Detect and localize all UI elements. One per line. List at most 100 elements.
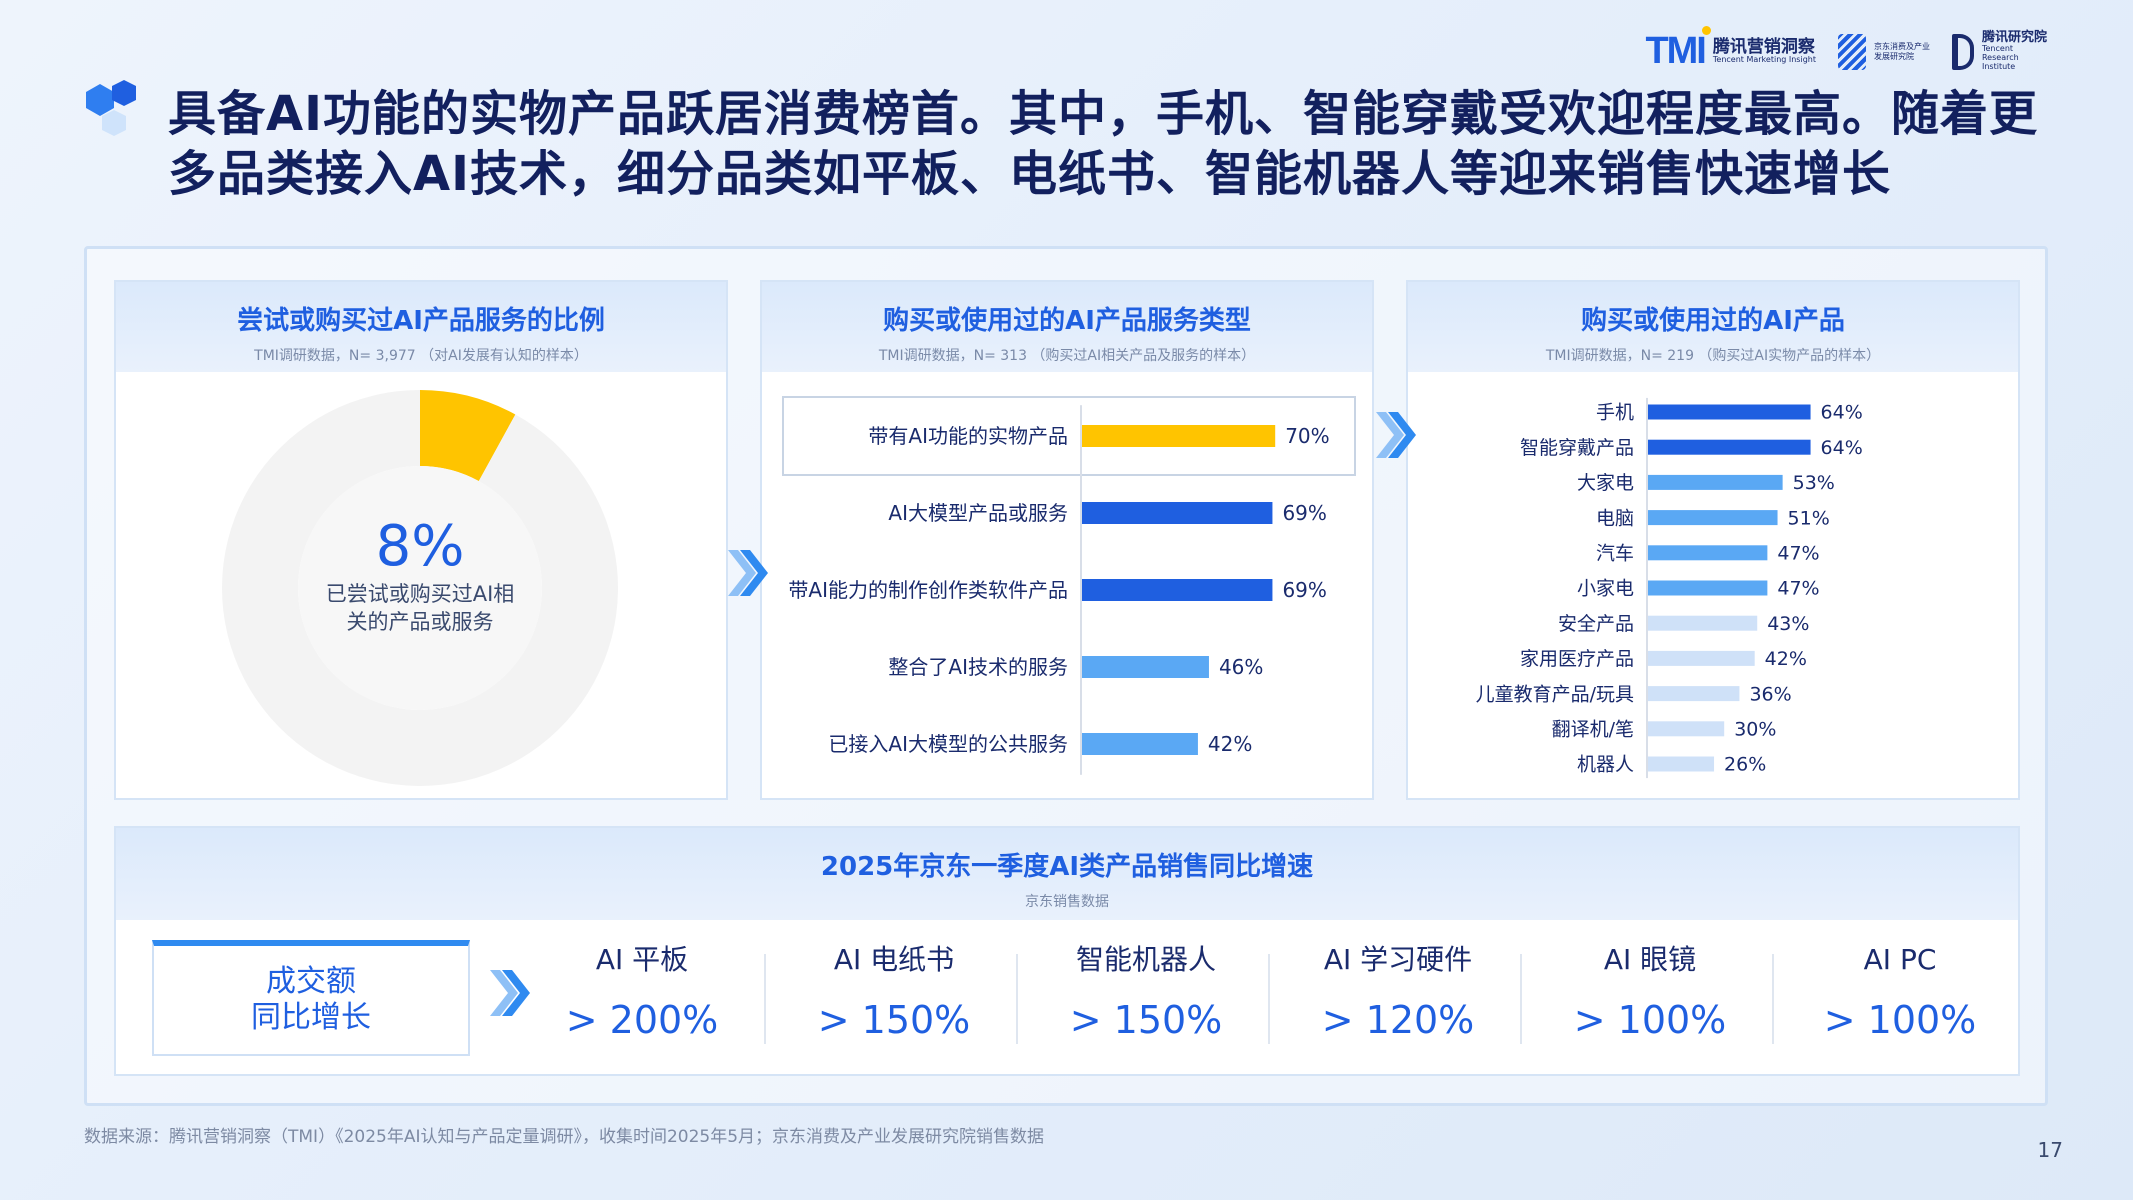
bar [1648,475,1783,490]
bar-value-label: 53% [1793,472,1835,494]
tmi-logo: TMI 腾讯营销洞察 Tencent Marketing Insight [1645,30,1816,73]
growth-item-name: 智能机器人 [1022,940,1270,980]
bar-value-label: 70% [1285,424,1329,448]
growth-item: AI 平板 > 200% [518,940,766,1042]
growth-item-name: AI 眼镜 [1526,940,1774,980]
bar [1648,616,1757,631]
bar-value-label: 64% [1821,402,1863,424]
tencent-research-logo: 腾讯研究院 Tencent Research Institute [1952,31,2047,72]
bar-category-label: 儿童教育产品/玩具 [1476,683,1634,705]
donut-value: 8% [300,515,540,579]
growth-item: AI 电纸书 > 150% [770,940,1018,1042]
chevron-right-icon [1372,408,1418,462]
bar-value-label: 51% [1788,507,1830,529]
bar [1648,510,1778,525]
bar-value-label: 46% [1219,655,1263,679]
bar-category-label: 手机 [1596,402,1634,424]
bar-value-label: 26% [1724,754,1766,776]
bar [1082,733,1198,755]
page-title: 具备AI功能的实物产品跃居消费榜首。其中，手机、智能穿戴受欢迎程度最高。随着更多… [168,84,2048,204]
growth-item-name: AI 平板 [518,940,766,980]
hexagon-cluster-icon [72,78,152,150]
bar-value-label: 42% [1208,732,1252,756]
growth-divider [1520,954,1522,1044]
bar [1648,757,1714,772]
bar-value-label: 64% [1821,437,1863,459]
donut-label-line1: 已尝试或购买过AI相 [300,581,540,607]
source-footnote: 数据来源：腾讯营销洞察（TMI）《2025年AI认知与产品定量调研》，收集时间2… [84,1122,1044,1147]
growth-item-name: AI 学习硬件 [1274,940,1522,980]
tencent-research-name: 腾讯研究院 [1982,31,2047,45]
bar-category-label: 汽车 [1596,542,1634,564]
tencent-research-sub: Tencent Research Institute [1982,45,2046,71]
jd-logo-icon [1838,34,1866,70]
bar-category-label: 已接入AI大模型的公共服务 [828,732,1068,756]
bar [1082,502,1272,524]
bar [1648,405,1811,420]
panel1-title: 尝试或购买过AI产品服务的比例 [116,282,726,337]
bar-category-label: 大家电 [1577,472,1634,494]
bar-category-label: 带有AI功能的实物产品 [868,424,1068,448]
bar-axis [1080,405,1082,775]
growth-item-value: > 150% [770,998,1018,1042]
bar [1648,581,1767,596]
bar-value-label: 30% [1734,718,1776,740]
bar-value-label: 42% [1765,648,1807,670]
growth-item-name: AI 电纸书 [770,940,1018,980]
bar-category-label: 智能穿戴产品 [1520,437,1634,459]
bar-value-label: 69% [1282,501,1326,525]
growth-item-value: > 100% [1776,998,2024,1042]
chevron-right-icon [724,546,770,600]
growth-divider [1772,954,1774,1044]
metric-label-line1: 成交额 [154,964,468,1000]
bar [1648,686,1739,701]
growth-item: AI 眼镜 > 100% [1526,940,1774,1042]
page-number: 17 [2038,1138,2063,1162]
bar-category-label: AI大模型产品或服务 [888,501,1068,525]
growth-divider [1016,954,1018,1044]
bar-axis [1646,398,1648,778]
bar-category-label: 小家电 [1577,578,1634,600]
panel2-subtitle: TMI调研数据，N= 313 （购买过AI相关产品及服务的样本） [762,345,1372,365]
bar [1082,425,1275,447]
tmi-logo-name: 腾讯营销洞察 [1713,38,1816,57]
growth-item-value: > 120% [1274,998,1522,1042]
bar [1082,656,1209,678]
donut-center: 8% 已尝试或购买过AI相 关的产品或服务 [300,515,540,635]
tencent-research-logo-icon [1952,34,1974,70]
bar [1648,721,1724,736]
tmi-mark-text: TMI [1645,30,1704,72]
bar-category-label: 翻译机/笔 [1552,718,1634,740]
panel2-title: 购买或使用过的AI产品服务类型 [762,282,1372,337]
panel3-title: 购买或使用过的AI产品 [1408,282,2018,337]
bar-category-label: 安全产品 [1558,613,1634,635]
header-logos: TMI 腾讯营销洞察 Tencent Marketing Insight 京东消… [1645,30,2047,73]
bar-value-label: 47% [1777,542,1819,564]
bar-category-label: 电脑 [1596,507,1634,529]
bar [1648,545,1767,560]
jd-logo: 京东消费及产业发展研究院 [1838,34,1930,70]
growth-divider [1268,954,1270,1044]
bar-value-label: 43% [1767,613,1809,635]
bar-value-label: 36% [1749,683,1791,705]
bar-value-label: 69% [1282,578,1326,602]
bar-category-label: 整合了AI技术的服务 [888,655,1068,679]
growth-item: AI PC > 100% [1776,940,2024,1042]
growth-item-value: > 100% [1526,998,1774,1042]
bar-value-label: 47% [1777,578,1819,600]
metric-label-line2: 同比增长 [154,1000,468,1036]
panel4-subtitle: 京东销售数据 [116,891,2018,911]
jd-logo-name: 京东消费及产业发展研究院 [1874,42,1930,62]
bar [1648,651,1755,666]
growth-item: AI 学习硬件 > 120% [1274,940,1522,1042]
metric-label-box: 成交额 同比增长 [152,940,470,1056]
bar [1082,579,1272,601]
growth-item-value: > 150% [1022,998,1270,1042]
service-type-bar-chart: 带有AI功能的实物产品 70% AI大模型产品或服务 69% 带AI能力的制作创作类软件… [762,390,1372,790]
panel4-title: 2025年京东一季度AI类产品销售同比增速 [116,828,2018,883]
growth-item-name: AI PC [1776,940,2024,980]
panel3-subtitle: TMI调研数据，N= 219 （购买过AI实物产品的样本） [1408,345,2018,365]
growth-item-value: > 200% [518,998,766,1042]
bar [1648,440,1811,455]
panel1-subtitle: TMI调研数据，N= 3,977 （对AI发展有认知的样本） [116,345,726,365]
